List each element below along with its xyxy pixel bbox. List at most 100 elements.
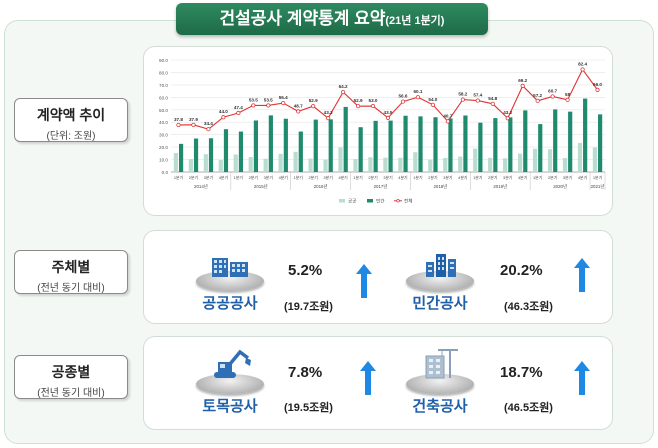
- legend-swatch: [367, 199, 373, 203]
- total-point: [385, 115, 391, 120]
- y-tick-label: 10.0: [159, 158, 168, 163]
- public-bar: [562, 158, 568, 172]
- private-bar: [463, 115, 468, 172]
- total-point: [415, 95, 421, 100]
- x-tick-label: 3분기: [563, 175, 573, 180]
- legend-marker: [396, 199, 400, 203]
- contract-trend-chart: 0.0 10.0 20.0 30.0 40.0 50.0 60.0 70.0 80.0 90.0 1…: [159, 58, 606, 205]
- private-bar: [193, 138, 199, 172]
- public-works-amount: (19.7조원): [284, 301, 333, 313]
- total-data-label: 37.9: [189, 117, 198, 122]
- x-tick-label: 4분기: [219, 175, 229, 180]
- x-tick-label: 4분기: [458, 175, 468, 180]
- total-data-label: 56.6: [398, 94, 407, 99]
- private-bar: [538, 124, 543, 172]
- year-label: 2016년: [314, 183, 328, 189]
- work-type-label-box: 공종별 (전년 동기 대비): [14, 355, 128, 399]
- x-tick-label: 1분기: [593, 175, 603, 180]
- private-up-arrow-icon: [574, 258, 590, 292]
- civil-works-amount: (19.5조원): [284, 402, 333, 414]
- entity-sublabel: (전년 동기 대비): [37, 283, 105, 294]
- work-type-label: 공종별: [51, 364, 91, 380]
- public-bar: [368, 157, 373, 172]
- private-bar: [388, 120, 393, 172]
- legend-label: 공공: [348, 199, 356, 204]
- legend-label: 민간: [376, 198, 385, 204]
- total-point: [296, 109, 301, 114]
- y-tick-label: 40.0: [159, 120, 168, 125]
- total-point: [281, 100, 286, 106]
- total-data-label: 53.5: [264, 97, 273, 102]
- private-bar: [358, 127, 363, 172]
- year-label: 2019년: [493, 183, 507, 189]
- total-point: [191, 122, 196, 127]
- x-tick-label: 3분기: [323, 175, 333, 180]
- public-bar: [458, 156, 463, 172]
- public-bar: [278, 153, 283, 172]
- total-data-label: 57.4: [473, 93, 482, 98]
- total-point: [176, 122, 181, 128]
- total-point: [535, 98, 540, 103]
- total-point: [580, 67, 585, 72]
- total-data-label: 48.7: [294, 103, 303, 108]
- legend-swatch: [339, 199, 345, 203]
- y-tick-label: 50.0: [159, 108, 168, 113]
- x-tick-label: 2분기: [309, 175, 319, 180]
- total-point: [266, 103, 271, 108]
- x-tick-label: 1분기: [174, 175, 184, 180]
- total-point: [400, 99, 406, 104]
- total-data-label: 44.0: [219, 109, 228, 114]
- x-tick-label: 1분기: [294, 175, 304, 180]
- total-point: [490, 101, 495, 106]
- private-bar: [238, 131, 244, 172]
- private-pedestal: [406, 271, 474, 291]
- total-data-label: 58.2: [458, 92, 467, 97]
- excavator-icon: [214, 349, 251, 378]
- year-label: 2020년: [553, 183, 567, 189]
- private-bar: [328, 119, 333, 172]
- total-point: [475, 98, 480, 103]
- public-bar: [248, 157, 253, 172]
- total-point: [326, 116, 331, 121]
- public-works-pct: 5.2%: [288, 262, 323, 279]
- public-bar: [443, 157, 448, 172]
- total-data-label: 66.0: [593, 82, 602, 87]
- y-tick-label: 60.0: [159, 95, 168, 100]
- building-up-arrow-icon: [574, 361, 590, 395]
- private-bar: [268, 115, 273, 172]
- year-label: 2021년: [591, 183, 605, 189]
- total-data-label: 53.0: [369, 98, 378, 103]
- private-bar: [598, 114, 603, 172]
- total-point: [520, 83, 525, 88]
- trend-panel: [143, 46, 613, 216]
- city-towers-icon: [426, 254, 456, 277]
- trend-label-box: 계약액 추이 (단위: 조원): [14, 98, 128, 142]
- total-data-label: 60.1: [413, 89, 422, 94]
- private-bar: [283, 118, 288, 172]
- work-type-sublabel: (전년 동기 대비): [37, 388, 105, 399]
- total-point: [430, 102, 435, 107]
- total-point: [236, 110, 241, 116]
- total-data-label: 60.7: [548, 88, 557, 93]
- private-bar: [493, 118, 498, 172]
- x-tick-label: 1분기: [413, 175, 423, 180]
- entity-label: 주체별: [51, 259, 91, 275]
- private-bar: [508, 117, 513, 172]
- public-bar: [577, 142, 583, 172]
- total-point: [565, 97, 570, 102]
- year-label: 2017년: [374, 183, 388, 189]
- total-data-label: 47.4: [234, 105, 243, 110]
- private-works-amount: (46.3조원): [504, 301, 553, 313]
- total-data-label: 43.3: [324, 110, 333, 115]
- private-bar: [208, 138, 214, 172]
- public-bar: [263, 158, 268, 172]
- public-bar: [173, 153, 178, 172]
- public-bar: [203, 154, 208, 172]
- trend-sublabel: (단위: 조원): [46, 131, 96, 142]
- total-data-label: 58: [565, 92, 571, 97]
- public-bar: [517, 153, 523, 172]
- y-tick-label: 80.0: [159, 70, 168, 75]
- private-bar: [343, 106, 348, 172]
- total-data-label: 34.4: [204, 121, 213, 126]
- civil-pedestal: [196, 374, 264, 394]
